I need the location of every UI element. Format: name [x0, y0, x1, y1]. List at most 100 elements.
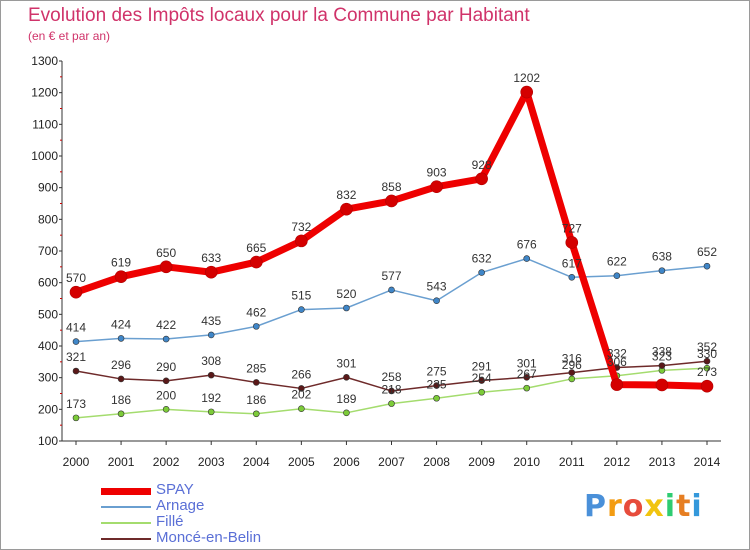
- y-tick-label: 400: [38, 339, 58, 353]
- data-label-fill-: 200: [156, 388, 176, 402]
- data-point-fill-: [162, 406, 170, 413]
- x-tick-label: 2002: [153, 455, 180, 469]
- data-point-spay: [430, 180, 443, 194]
- logo-letter: x: [644, 489, 665, 524]
- x-tick-label: 2014: [694, 455, 721, 469]
- proxiti-logo: Proxiti: [584, 489, 703, 524]
- x-tick-label: 2013: [649, 455, 676, 469]
- data-point-arnage: [478, 269, 485, 276]
- data-point-spay: [610, 378, 624, 391]
- y-tick-label: 1200: [31, 86, 58, 100]
- data-label-arnage: 617: [562, 256, 582, 270]
- x-tick-label: 2012: [604, 455, 631, 469]
- data-point-spay: [249, 255, 263, 269]
- data-label-fill-: 192: [201, 391, 221, 405]
- x-tick-label: 2008: [423, 455, 450, 469]
- data-label-spay: 619: [111, 256, 131, 270]
- data-label-fill-: 186: [111, 393, 131, 407]
- y-tick-label: 500: [38, 307, 58, 321]
- data-point-monc-en-belin: [298, 385, 305, 392]
- data-label-arnage: 638: [652, 250, 672, 264]
- data-label-fill-: 267: [517, 367, 537, 381]
- data-label-arnage: 435: [201, 314, 221, 328]
- data-point-fill-: [433, 394, 440, 402]
- legend-item: SPAY: [101, 481, 321, 499]
- data-point-monc-en-belin: [252, 379, 260, 386]
- data-point-arnage: [613, 272, 621, 280]
- data-label-arnage: 462: [246, 305, 266, 319]
- data-label-fill-: 296: [562, 358, 582, 372]
- data-point-fill-: [72, 414, 80, 422]
- data-point-fill-: [207, 408, 215, 416]
- legend-swatch: [101, 538, 151, 540]
- data-point-spay: [204, 265, 218, 279]
- data-point-fill-: [568, 375, 576, 383]
- logo-letter: t: [676, 489, 692, 524]
- x-tick-label: 2000: [63, 455, 90, 469]
- data-point-fill-: [478, 388, 485, 396]
- x-tick-label: 2006: [333, 455, 360, 469]
- data-point-arnage: [433, 297, 440, 305]
- data-label-arnage: 515: [291, 289, 311, 303]
- data-label-fill-: 235: [427, 377, 447, 391]
- data-point-spay: [700, 379, 714, 393]
- x-tick-label: 2009: [468, 455, 495, 469]
- data-point-arnage: [658, 267, 666, 274]
- data-label-monc-en-belin: 332: [607, 347, 627, 361]
- data-point-spay: [114, 270, 128, 283]
- data-label-fill-: 186: [246, 393, 266, 407]
- x-tick-label: 2011: [559, 455, 585, 469]
- data-label-spay: 570: [66, 271, 86, 285]
- data-point-arnage: [117, 335, 125, 342]
- data-label-fill-: 330: [697, 347, 717, 361]
- data-point-spay: [295, 234, 308, 248]
- data-point-fill-: [252, 410, 260, 418]
- data-label-arnage: 520: [336, 287, 356, 301]
- data-label-arnage: 622: [607, 255, 627, 269]
- data-label-spay: 665: [246, 241, 266, 255]
- data-point-monc-en-belin: [523, 374, 531, 381]
- y-tick-label: 1100: [32, 117, 58, 131]
- data-point-arnage: [388, 286, 395, 294]
- data-point-fill-: [298, 405, 305, 413]
- data-label-spay: 732: [291, 220, 311, 234]
- legend-swatch: [101, 506, 151, 508]
- y-tick-label: 1000: [31, 149, 58, 163]
- data-point-monc-en-belin: [478, 377, 485, 384]
- data-label-monc-en-belin: 275: [427, 365, 447, 379]
- data-point-arnage: [252, 323, 260, 330]
- data-label-fill-: 189: [336, 392, 356, 406]
- data-label-spay: 727: [562, 221, 582, 235]
- data-label-monc-en-belin: 352: [697, 340, 717, 354]
- data-label-monc-en-belin: 291: [472, 360, 492, 374]
- data-point-monc-en-belin: [207, 371, 215, 379]
- legend-item: Moncé-en-Belin: [101, 529, 321, 547]
- data-point-arnage: [343, 304, 350, 312]
- data-point-spay: [475, 172, 488, 186]
- data-point-fill-: [117, 410, 125, 418]
- data-label-fill-: 202: [291, 388, 311, 402]
- data-label-spay: 903: [427, 166, 447, 180]
- data-point-monc-en-belin: [117, 375, 125, 383]
- data-point-arnage: [162, 335, 170, 343]
- data-label-arnage: 676: [517, 238, 537, 252]
- data-point-arnage: [523, 255, 531, 262]
- data-point-spay: [520, 85, 534, 99]
- data-point-spay: [340, 202, 353, 216]
- series-line-spay: [72, 88, 711, 390]
- data-label-fill-: 306: [607, 355, 627, 369]
- legend-label: Arnage: [156, 497, 205, 514]
- y-tick-label: 200: [38, 402, 58, 416]
- data-label-monc-en-belin: 258: [381, 370, 401, 384]
- data-label-fill-: 173: [66, 397, 86, 411]
- data-label-monc-en-belin: 316: [562, 352, 582, 366]
- data-point-fill-: [388, 400, 395, 407]
- data-label-arnage: 543: [427, 280, 447, 294]
- data-point-fill-: [343, 409, 350, 417]
- y-tick-label: 600: [38, 276, 58, 290]
- data-label-spay: 633: [201, 251, 221, 265]
- data-label-monc-en-belin: 321: [66, 350, 86, 364]
- data-point-monc-en-belin: [388, 387, 395, 395]
- x-tick-label: 2004: [243, 455, 270, 469]
